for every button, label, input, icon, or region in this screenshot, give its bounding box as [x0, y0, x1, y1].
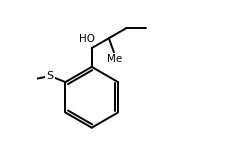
Text: Me: Me [107, 54, 122, 64]
Text: S: S [46, 71, 54, 81]
Text: HO: HO [79, 34, 95, 44]
